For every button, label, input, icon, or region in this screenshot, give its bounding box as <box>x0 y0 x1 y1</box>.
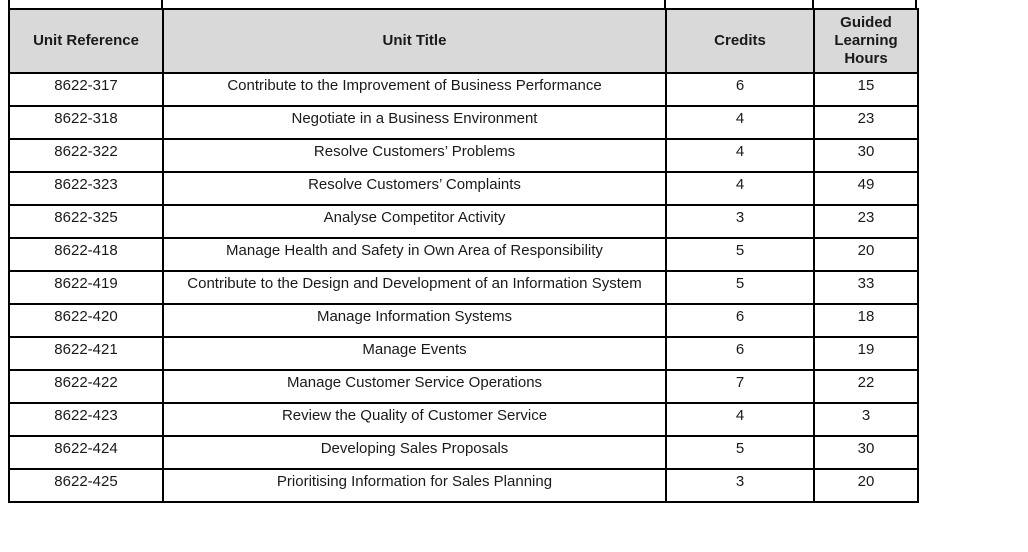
glh-cell: 20 <box>813 237 919 272</box>
glh-cell: 18 <box>813 303 919 338</box>
unit-reference-cell: 8622-323 <box>8 171 164 206</box>
header-row: Unit Reference Unit Title Credits Guided… <box>8 8 919 74</box>
table-row: 8622-420 Manage Information Systems 6 18 <box>8 303 919 338</box>
unit-reference-cell: 8622-322 <box>8 138 164 173</box>
table-row: 8622-422 Manage Customer Service Operati… <box>8 369 919 404</box>
table-top-tick <box>915 0 917 8</box>
glh-cell: 19 <box>813 336 919 371</box>
glh-cell: 3 <box>813 402 919 437</box>
unit-title-cell: Manage Customer Service Operations <box>162 369 667 404</box>
credits-cell: 5 <box>665 237 815 272</box>
unit-title-cell: Resolve Customers’ Problems <box>162 138 667 173</box>
glh-cell: 33 <box>813 270 919 305</box>
unit-title-text: Analyse Competitor Activity <box>323 209 506 226</box>
unit-title-cell: Contribute to the Improvement of Busines… <box>162 72 667 107</box>
credits-cell: 3 <box>665 204 815 239</box>
credits-cell: 6 <box>665 336 815 371</box>
unit-title-text: Prioritising Information for Sales Plann… <box>276 473 553 490</box>
unit-title-text: Negotiate in a Business Environment <box>291 110 538 127</box>
unit-title-text: Resolve Customers’ Problems <box>313 143 516 160</box>
glh-cell: 20 <box>813 468 919 503</box>
column-header-unit-title: Unit Title <box>162 8 667 74</box>
table-row: 8622-317 Contribute to the Improvement o… <box>8 72 919 107</box>
glh-cell: 23 <box>813 105 919 140</box>
unit-title-text: Manage Information Systems <box>316 308 513 325</box>
unit-title-text: Manage Customer Service Operations <box>286 374 543 391</box>
glh-cell: 30 <box>813 138 919 173</box>
credits-cell: 3 <box>665 468 815 503</box>
unit-title-text: Contribute to the Design and Development… <box>187 275 642 292</box>
credits-cell: 6 <box>665 303 815 338</box>
unit-title-text: Developing Sales Proposals <box>320 440 509 457</box>
glh-cell: 23 <box>813 204 919 239</box>
unit-title-text: Contribute to the Improvement of Busines… <box>227 77 602 94</box>
unit-reference-cell: 8622-325 <box>8 204 164 239</box>
unit-reference-cell: 8622-425 <box>8 468 164 503</box>
credits-cell: 6 <box>665 72 815 107</box>
unit-title-cell: Manage Events <box>162 336 667 371</box>
credits-cell: 4 <box>665 138 815 173</box>
table-row: 8622-421 Manage Events 6 19 <box>8 336 919 371</box>
credits-cell: 7 <box>665 369 815 404</box>
table-row: 8622-423 Review the Quality of Customer … <box>8 402 919 437</box>
table-top-tick <box>8 0 10 8</box>
table-top-tick <box>812 0 814 8</box>
units-table-container: Unit Reference Unit Title Credits Guided… <box>8 0 919 503</box>
table-row: 8622-318 Negotiate in a Business Environ… <box>8 105 919 140</box>
unit-title-text: Manage Events <box>362 341 467 358</box>
unit-reference-cell: 8622-420 <box>8 303 164 338</box>
column-header-guided-learning-hours: Guided Learning Hours <box>813 8 919 74</box>
unit-reference-cell: 8622-423 <box>8 402 164 437</box>
unit-title-cell: Developing Sales Proposals <box>162 435 667 470</box>
unit-title-cell: Prioritising Information for Sales Plann… <box>162 468 667 503</box>
unit-reference-cell: 8622-421 <box>8 336 164 371</box>
unit-title-cell: Negotiate in a Business Environment <box>162 105 667 140</box>
unit-reference-cell: 8622-422 <box>8 369 164 404</box>
unit-title-text: Review the Quality of Customer Service <box>281 407 548 424</box>
credits-cell: 5 <box>665 435 815 470</box>
credits-cell: 5 <box>665 270 815 305</box>
units-table: Unit Reference Unit Title Credits Guided… <box>8 8 919 503</box>
unit-title-text: Resolve Customers’ Complaints <box>308 176 521 193</box>
unit-reference-cell: 8622-317 <box>8 72 164 107</box>
unit-title-text: Manage Health and Safety in Own Area of … <box>226 242 603 259</box>
unit-title-cell: Contribute to the Design and Development… <box>162 270 667 305</box>
glh-cell: 30 <box>813 435 919 470</box>
unit-title-cell: Manage Information Systems <box>162 303 667 338</box>
table-top-tick <box>664 0 666 8</box>
credits-cell: 4 <box>665 402 815 437</box>
credits-cell: 4 <box>665 171 815 206</box>
table-row: 8622-323 Resolve Customers’ Complaints 4… <box>8 171 919 206</box>
unit-reference-cell: 8622-424 <box>8 435 164 470</box>
table-row: 8622-425 Prioritising Information for Sa… <box>8 468 919 503</box>
units-table-header: Unit Reference Unit Title Credits Guided… <box>8 8 919 74</box>
unit-reference-cell: 8622-318 <box>8 105 164 140</box>
unit-reference-cell: 8622-419 <box>8 270 164 305</box>
column-header-unit-reference: Unit Reference <box>8 8 164 74</box>
column-header-credits: Credits <box>665 8 815 74</box>
table-row: 8622-419 Contribute to the Design and De… <box>8 270 919 305</box>
glh-cell: 22 <box>813 369 919 404</box>
glh-cell: 15 <box>813 72 919 107</box>
glh-cell: 49 <box>813 171 919 206</box>
table-top-tick <box>161 0 163 8</box>
unit-title-cell: Resolve Customers’ Complaints <box>162 171 667 206</box>
table-row: 8622-322 Resolve Customers’ Problems 4 3… <box>8 138 919 173</box>
units-table-body: 8622-317 Contribute to the Improvement o… <box>8 72 919 503</box>
table-row: 8622-418 Manage Health and Safety in Own… <box>8 237 919 272</box>
unit-title-cell: Review the Quality of Customer Service <box>162 402 667 437</box>
table-row: 8622-424 Developing Sales Proposals 5 30 <box>8 435 919 470</box>
unit-title-cell: Manage Health and Safety in Own Area of … <box>162 237 667 272</box>
unit-title-cell: Analyse Competitor Activity <box>162 204 667 239</box>
credits-cell: 4 <box>665 105 815 140</box>
table-row: 8622-325 Analyse Competitor Activity 3 2… <box>8 204 919 239</box>
unit-reference-cell: 8622-418 <box>8 237 164 272</box>
